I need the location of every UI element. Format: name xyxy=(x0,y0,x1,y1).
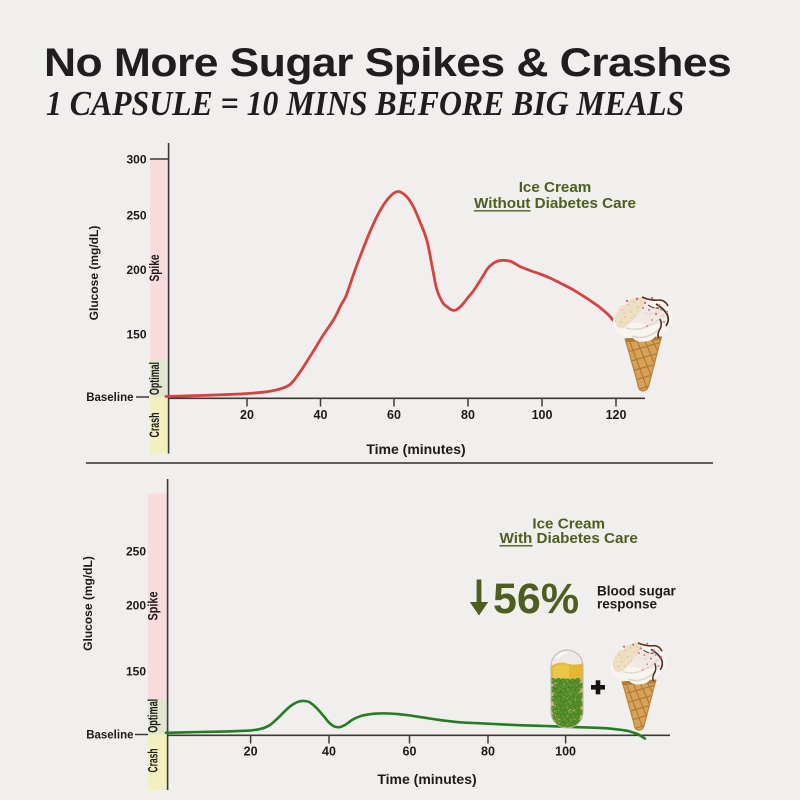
svg-text:Baseline: Baseline xyxy=(86,392,133,404)
svg-text:250: 250 xyxy=(126,545,146,559)
svg-text:20: 20 xyxy=(244,745,258,759)
svg-text:40: 40 xyxy=(314,408,328,422)
svg-text:response: response xyxy=(597,597,658,612)
svg-text:120: 120 xyxy=(606,408,627,422)
svg-text:Crash: Crash xyxy=(146,413,162,438)
svg-text:56%: 56% xyxy=(493,575,579,623)
svg-text:40: 40 xyxy=(322,745,336,759)
svg-text:Crash: Crash xyxy=(145,749,161,773)
svg-text:Spike: Spike xyxy=(146,254,162,281)
svg-text:Optimal: Optimal xyxy=(145,699,161,733)
svg-text:100: 100 xyxy=(555,745,576,759)
svg-text:Without Diabetes Care: Without Diabetes Care xyxy=(474,195,636,212)
svg-text:200: 200 xyxy=(126,599,146,613)
svg-text:150: 150 xyxy=(126,664,146,678)
svg-text:250: 250 xyxy=(126,208,146,222)
svg-text:Ice Cream: Ice Cream xyxy=(532,516,605,533)
svg-text:200: 200 xyxy=(126,263,146,277)
svg-text:Glucose (mg/dL): Glucose (mg/dL) xyxy=(87,226,101,321)
svg-text:Spike: Spike xyxy=(145,591,161,620)
svg-text:100: 100 xyxy=(532,408,553,422)
svg-text:Baseline: Baseline xyxy=(86,729,133,741)
svg-text:80: 80 xyxy=(481,745,495,759)
svg-text:150: 150 xyxy=(126,327,146,341)
svg-text:Blood sugar: Blood sugar xyxy=(597,584,676,599)
svg-text:60: 60 xyxy=(387,408,401,422)
svg-text:Ice Cream: Ice Cream xyxy=(519,179,592,196)
svg-text:With Diabetes Care: With Diabetes Care xyxy=(500,530,638,547)
svg-text:Time (minutes): Time (minutes) xyxy=(366,441,465,457)
svg-text:Time (minutes): Time (minutes) xyxy=(377,771,476,787)
svg-text:Optimal: Optimal xyxy=(146,362,162,395)
svg-text:60: 60 xyxy=(403,745,417,759)
svg-text:Glucose (mg/dL): Glucose (mg/dL) xyxy=(81,556,95,651)
svg-text:20: 20 xyxy=(240,408,254,422)
svg-text:300: 300 xyxy=(126,152,146,166)
svg-text:80: 80 xyxy=(461,408,475,422)
